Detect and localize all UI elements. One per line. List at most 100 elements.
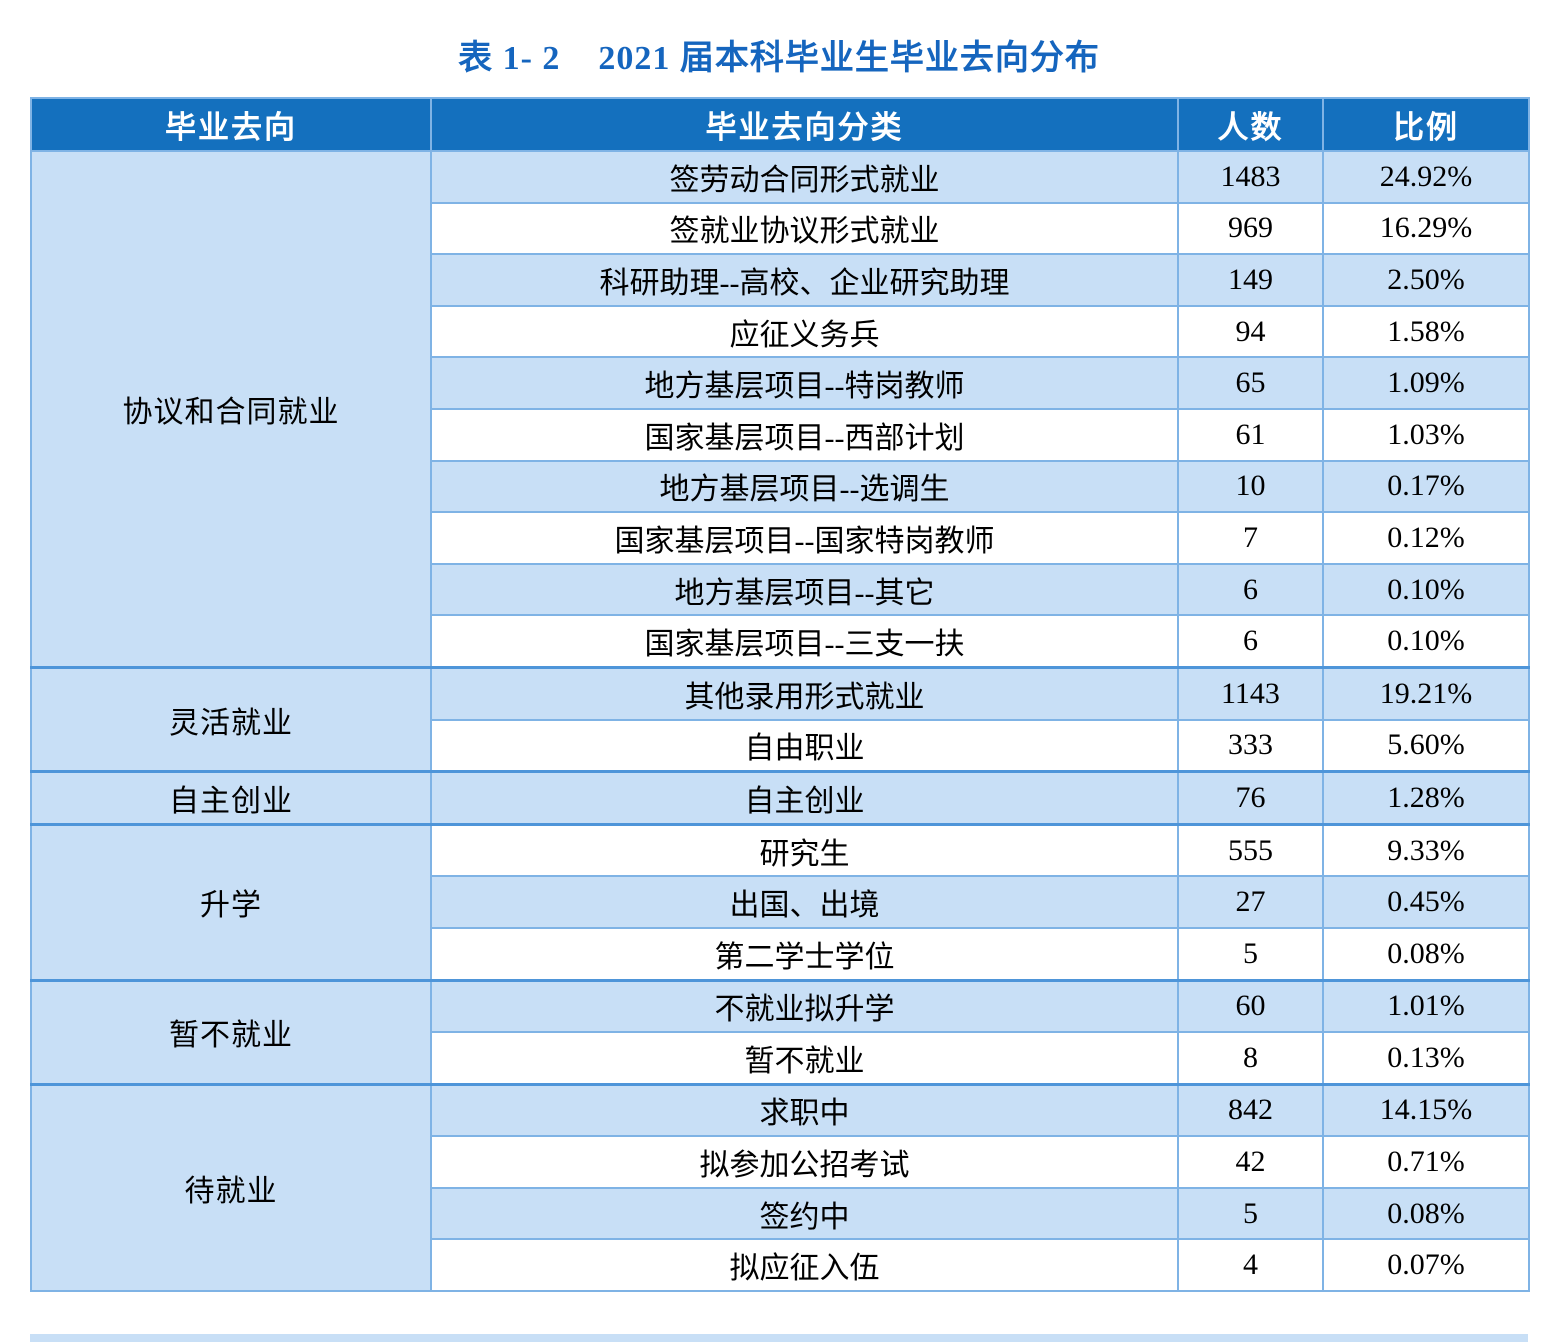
ratio-cell: 24.92%: [1322, 150, 1530, 204]
destination-group-cell: 暂不就业: [30, 978, 432, 1086]
count-cell: 149: [1177, 253, 1324, 307]
count-cell: 6: [1177, 614, 1324, 669]
table-row: 灵活就业 其他录用形式就业 1143 19.21%: [30, 665, 1530, 773]
count-cell: 333: [1177, 718, 1324, 773]
category-cell: 签就业协议形式就业: [430, 201, 1179, 256]
category-cell: 第二学士学位: [430, 926, 1179, 982]
ratio-cell: 14.15%: [1322, 1082, 1530, 1138]
category-cell: 拟应征入伍: [430, 1238, 1179, 1293]
count-cell: 27: [1177, 875, 1324, 929]
ratio-cell: 0.17%: [1322, 459, 1530, 514]
header-ratio: 比例: [1322, 97, 1530, 152]
count-cell: 842: [1177, 1082, 1324, 1138]
ratio-cell: 1.58%: [1322, 304, 1530, 359]
header-row: 毕业去向 毕业去向分类 人数 比例: [30, 97, 1530, 152]
ratio-cell: 1.01%: [1322, 978, 1530, 1034]
count-cell: 8: [1177, 1031, 1324, 1086]
table-row: 出国、出境 27 0.45%: [31, 875, 1530, 929]
table-row: 国家基层项目--国家特岗教师 7 0.12%: [31, 511, 1530, 565]
category-cell: 地方基层项目--特岗教师: [430, 356, 1179, 410]
count-cell: 5: [1177, 1186, 1324, 1241]
ratio-cell: 0.45%: [1322, 875, 1530, 929]
table-number-label: 表 1- 2: [458, 40, 561, 77]
ratio-cell: 0.71%: [1322, 1135, 1530, 1189]
count-cell: 969: [1177, 201, 1324, 256]
header-category: 毕业去向分类: [430, 97, 1179, 152]
destination-group-cell: 升学: [30, 822, 432, 981]
category-cell: 研究生: [430, 822, 1179, 878]
count-cell: 7: [1177, 511, 1324, 565]
category-cell: 签劳动合同形式就业: [430, 150, 1179, 204]
ratio-cell: 16.29%: [1322, 201, 1530, 256]
ratio-cell: 0.10%: [1322, 562, 1530, 617]
destination-group-cell: 自主创业: [30, 770, 432, 826]
category-cell: 自主创业: [430, 770, 1179, 826]
category-cell: 出国、出境: [430, 875, 1179, 929]
table-row: 待就业 求职中 842 14.15%: [30, 1082, 1530, 1293]
table-row: 自由职业 333 5.60%: [31, 718, 1530, 773]
table-row: 国家基层项目--西部计划 61 1.03%: [31, 407, 1530, 462]
table-row: 拟应征入伍 4 0.07%: [31, 1238, 1530, 1293]
table-row: 国家基层项目--三支一扶 6 0.10%: [31, 614, 1530, 669]
category-cell: 地方基层项目--选调生: [430, 459, 1179, 514]
table-row: 协议和合同就业 签劳动合同形式就业 1483 24.92%: [30, 149, 1530, 669]
category-cell: 不就业拟升学: [430, 978, 1179, 1034]
count-cell: 94: [1177, 304, 1324, 359]
ratio-cell: 1.03%: [1322, 407, 1530, 462]
ratio-cell: 19.21%: [1322, 665, 1530, 721]
header-destination: 毕业去向: [30, 97, 432, 152]
table-header: 毕业去向 毕业去向分类 人数 比例: [30, 97, 1530, 152]
category-cell: 科研助理--高校、企业研究助理: [430, 253, 1179, 307]
table-row: 暂不就业 不就业拟升学 60 1.01%: [30, 978, 1530, 1086]
table-row: 地方基层项目--其它 6 0.10%: [31, 562, 1530, 617]
ratio-cell: 0.08%: [1322, 1186, 1530, 1241]
ratio-cell: 0.07%: [1322, 1238, 1530, 1293]
destination-group-cell: 待就业: [30, 1082, 432, 1293]
category-cell: 应征义务兵: [430, 304, 1179, 359]
table-body: 协议和合同就业 签劳动合同形式就业 1483 24.92% 签就业协议形式就业 969 16…: [30, 149, 1530, 1293]
category-cell: 拟参加公招考试: [430, 1135, 1179, 1189]
table-row: 地方基层项目--特岗教师 65 1.09%: [31, 356, 1530, 410]
count-cell: 5: [1177, 926, 1324, 982]
count-cell: 1483: [1177, 150, 1324, 204]
table-row: 签约中 5 0.08%: [31, 1186, 1530, 1241]
ratio-cell: 0.13%: [1322, 1031, 1530, 1086]
destination-group-cell: 协议和合同就业: [30, 149, 432, 669]
category-cell: 国家基层项目--西部计划: [430, 407, 1179, 462]
count-cell: 4: [1177, 1238, 1324, 1293]
next-row-cutoff-strip: [30, 1334, 1528, 1342]
count-cell: 42: [1177, 1135, 1324, 1189]
ratio-cell: 9.33%: [1322, 822, 1530, 878]
destination-group-cell: 灵活就业: [30, 665, 432, 773]
count-cell: 60: [1177, 978, 1324, 1034]
count-cell: 61: [1177, 407, 1324, 462]
category-cell: 地方基层项目--其它: [430, 562, 1179, 617]
graduation-destination-table: 毕业去向 毕业去向分类 人数 比例 协议和合同就业 签劳动合同形式就业 1483 24…: [30, 97, 1530, 1293]
table-row: 拟参加公招考试 42 0.71%: [31, 1135, 1530, 1189]
ratio-cell: 5.60%: [1322, 718, 1530, 773]
ratio-cell: 0.08%: [1322, 926, 1530, 982]
ratio-cell: 0.10%: [1322, 614, 1530, 669]
ratio-cell: 0.12%: [1322, 511, 1530, 565]
table-row: 签就业协议形式就业 969 16.29%: [31, 201, 1530, 256]
ratio-cell: 1.28%: [1322, 770, 1530, 826]
category-cell: 签约中: [430, 1186, 1179, 1241]
table-row: 应征义务兵 94 1.58%: [31, 304, 1530, 359]
count-cell: 76: [1177, 770, 1324, 826]
table-row: 科研助理--高校、企业研究助理 149 2.50%: [31, 253, 1530, 307]
table-title-text: 2021 届本科毕业生毕业去向分布: [598, 40, 1100, 77]
count-cell: 1143: [1177, 665, 1324, 721]
count-cell: 6: [1177, 562, 1324, 617]
count-cell: 555: [1177, 822, 1324, 878]
table-row: 升学 研究生 555 9.33%: [30, 822, 1530, 981]
table-row: 地方基层项目--选调生 10 0.17%: [31, 459, 1530, 514]
table-row: 暂不就业 8 0.13%: [31, 1031, 1530, 1086]
ratio-cell: 1.09%: [1322, 356, 1530, 410]
header-count: 人数: [1177, 97, 1324, 152]
category-cell: 自由职业: [430, 718, 1179, 773]
category-cell: 其他录用形式就业: [430, 665, 1179, 721]
table-row: 自主创业 自主创业 76 1.28%: [30, 770, 1530, 826]
category-cell: 国家基层项目--三支一扶: [430, 614, 1179, 669]
category-cell: 求职中: [430, 1082, 1179, 1138]
